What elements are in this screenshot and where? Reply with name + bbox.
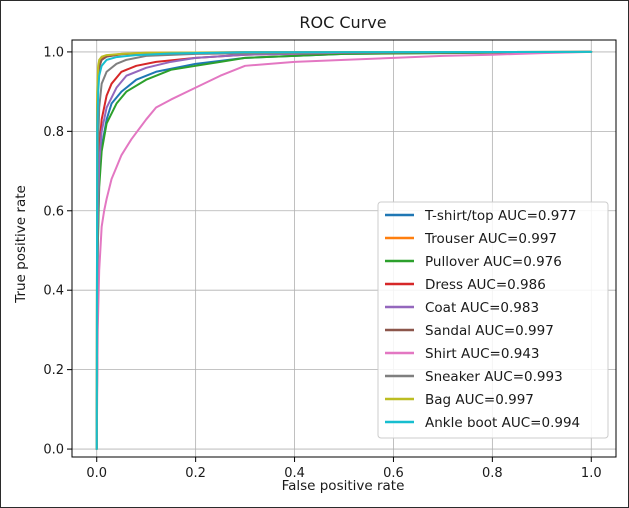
plot-area-border (71, 39, 617, 458)
y-tick-label: 0.4 (43, 284, 64, 299)
x-axis-label: False positive rate (282, 478, 405, 494)
series-line-9 (95, 50, 593, 451)
series-lines (95, 50, 593, 451)
legend-label: Shirt AUC=0.943 (425, 346, 540, 362)
y-tick-label: 0.0 (43, 443, 64, 458)
series-line-6 (95, 50, 593, 451)
x-tick-label: 1.0 (581, 466, 602, 481)
axis-ticks: 0.0 0.2 0.4 0.6 0.8 1.0 0.0 0.2 0.4 0.6 0.8 1.0 (43, 45, 601, 481)
legend-label: Bag AUC=0.997 (425, 392, 534, 408)
legend-label: Trouser AUC=0.997 (424, 231, 557, 247)
y-tick-label: 1.0 (43, 45, 64, 60)
series-line-4 (95, 50, 593, 451)
x-tick-label: 0.4 (284, 466, 305, 481)
legend: T-shirt/top AUC=0.977 Trouser AUC=0.997 Pu… (377, 201, 609, 439)
chart-title: ROC Curve (299, 13, 386, 32)
legend-label: Dress AUC=0.986 (425, 277, 546, 293)
x-tick-label: 0.6 (383, 466, 404, 481)
x-tick-label: 0.0 (86, 466, 107, 481)
x-tick-label: 0.8 (482, 466, 503, 481)
y-axis-label: True positive rate (13, 185, 29, 304)
y-tick-label: 0.2 (43, 363, 64, 378)
legend-label: Ankle boot AUC=0.994 (425, 415, 580, 431)
legend-label: Sandal AUC=0.997 (425, 323, 554, 339)
series-line-7 (95, 50, 593, 451)
legend-label: T-shirt/top AUC=0.977 (424, 208, 577, 224)
y-tick-label: 0.8 (43, 125, 64, 140)
legend-label: Pullover AUC=0.976 (425, 254, 562, 270)
legend-label: Sneaker AUC=0.993 (425, 369, 563, 385)
x-tick-label: 0.2 (185, 466, 206, 481)
legend-box (377, 201, 609, 439)
legend-label: Coat AUC=0.983 (425, 300, 539, 316)
y-tick-label: 0.6 (43, 204, 64, 219)
